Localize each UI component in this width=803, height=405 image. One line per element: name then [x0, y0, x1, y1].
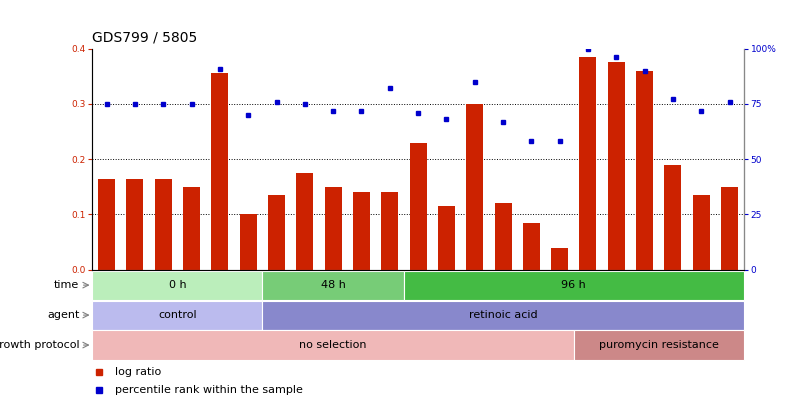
Text: growth protocol: growth protocol: [0, 340, 79, 350]
Text: puromycin resistance: puromycin resistance: [598, 340, 718, 350]
Bar: [126, 179, 143, 270]
Bar: [267, 195, 284, 270]
Text: control: control: [158, 310, 197, 320]
Text: retinoic acid: retinoic acid: [468, 310, 536, 320]
Bar: [324, 187, 341, 270]
Bar: [353, 192, 369, 270]
Bar: [663, 165, 681, 270]
Text: agent: agent: [47, 310, 79, 320]
Bar: [262, 271, 403, 300]
Bar: [92, 330, 573, 360]
Text: time: time: [54, 280, 79, 290]
Bar: [494, 203, 511, 270]
Text: no selection: no selection: [299, 340, 366, 350]
Bar: [579, 57, 596, 270]
Bar: [262, 301, 743, 330]
Bar: [92, 301, 262, 330]
Text: 96 h: 96 h: [560, 280, 585, 290]
Bar: [239, 215, 256, 270]
Bar: [381, 192, 397, 270]
Bar: [183, 187, 200, 270]
Text: percentile rank within the sample: percentile rank within the sample: [115, 385, 303, 394]
Bar: [720, 187, 737, 270]
Bar: [98, 179, 115, 270]
Bar: [692, 195, 709, 270]
Bar: [211, 73, 228, 270]
Bar: [466, 104, 483, 270]
Bar: [154, 179, 172, 270]
Text: 48 h: 48 h: [320, 280, 345, 290]
Bar: [403, 271, 743, 300]
Text: 0 h: 0 h: [169, 280, 186, 290]
Bar: [635, 71, 652, 270]
Bar: [409, 143, 426, 270]
Bar: [522, 223, 539, 270]
Bar: [438, 206, 454, 270]
Bar: [551, 247, 568, 270]
Bar: [607, 62, 624, 270]
Text: log ratio: log ratio: [115, 367, 161, 377]
Text: GDS799 / 5805: GDS799 / 5805: [92, 30, 198, 45]
Bar: [573, 330, 743, 360]
Bar: [296, 173, 313, 270]
Bar: [92, 271, 262, 300]
